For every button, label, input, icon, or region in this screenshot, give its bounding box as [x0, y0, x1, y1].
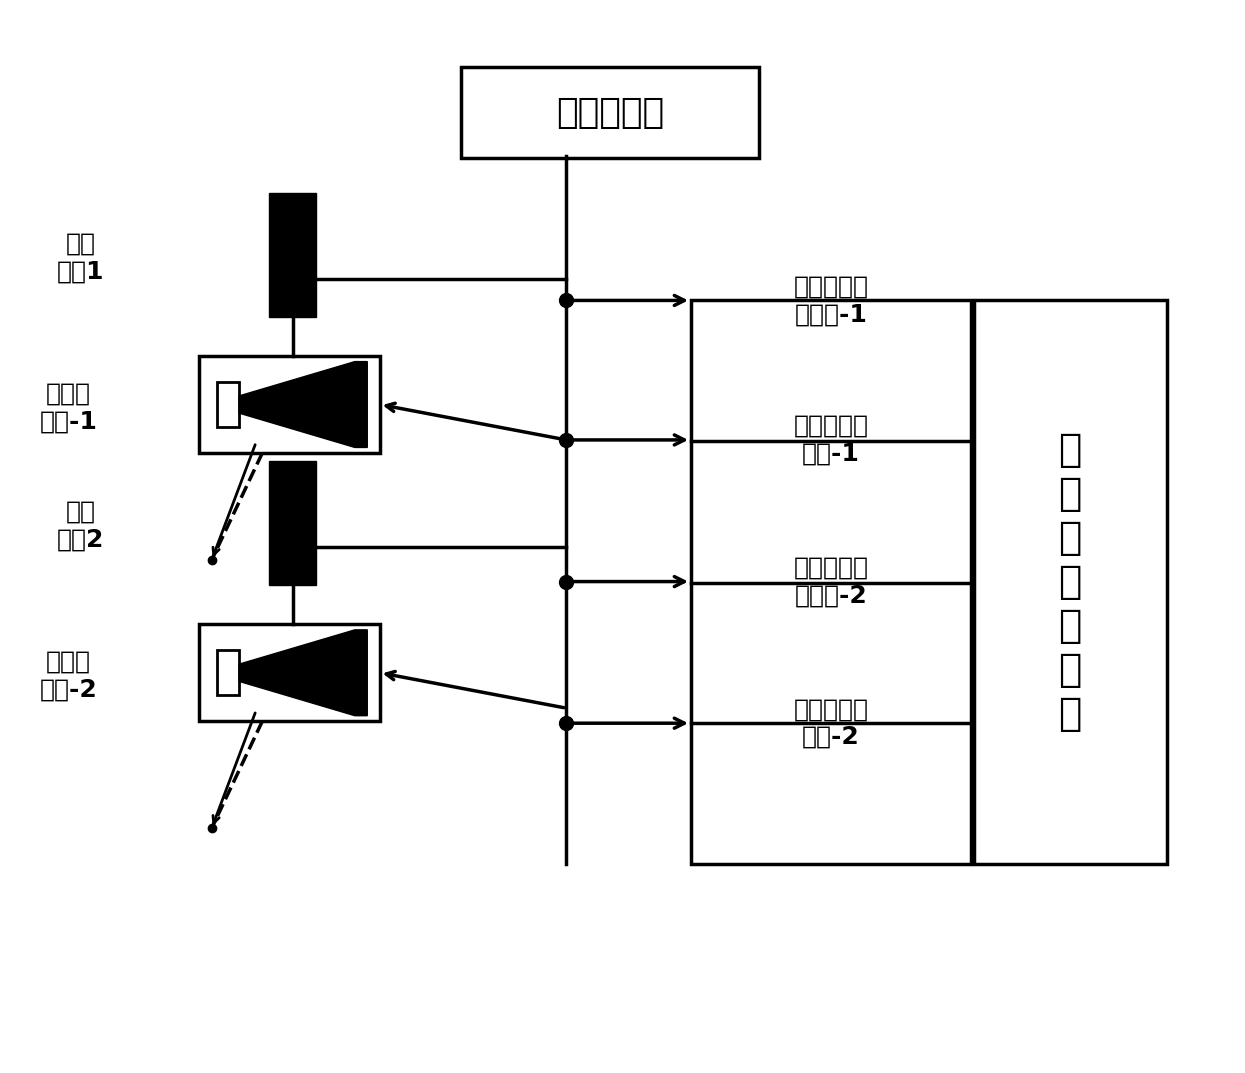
Text: 数
据
采
集
计
算
机: 数 据 采 集 计 算 机 — [1058, 431, 1082, 733]
Polygon shape — [239, 630, 367, 716]
Bar — [269, 193, 316, 317]
Bar — [461, 67, 759, 158]
Text: 激光数据采
集卡-2: 激光数据采 集卡-2 — [793, 697, 869, 749]
Bar — [217, 650, 239, 695]
Polygon shape — [239, 362, 367, 447]
Bar — [199, 356, 380, 453]
Text: 激光测
距仪-2: 激光测 距仪-2 — [40, 650, 97, 702]
Text: 激光数据采
集卡-1: 激光数据采 集卡-1 — [793, 414, 869, 466]
Bar — [974, 300, 1167, 864]
Text: 加速度数据
采集卡-1: 加速度数据 采集卡-1 — [793, 275, 869, 326]
Text: 同步控制器: 同步控制器 — [557, 95, 664, 130]
Bar — [199, 624, 380, 721]
Bar — [269, 461, 316, 585]
Text: 加速度数据
采集卡-2: 加速度数据 采集卡-2 — [793, 556, 869, 607]
Bar — [217, 382, 239, 427]
Text: 激光测
距仪-1: 激光测 距仪-1 — [40, 382, 97, 433]
Text: 加速
度计2: 加速 度计2 — [57, 500, 105, 552]
Text: 加速
度计1: 加速 度计1 — [57, 232, 105, 283]
Bar — [691, 300, 971, 864]
